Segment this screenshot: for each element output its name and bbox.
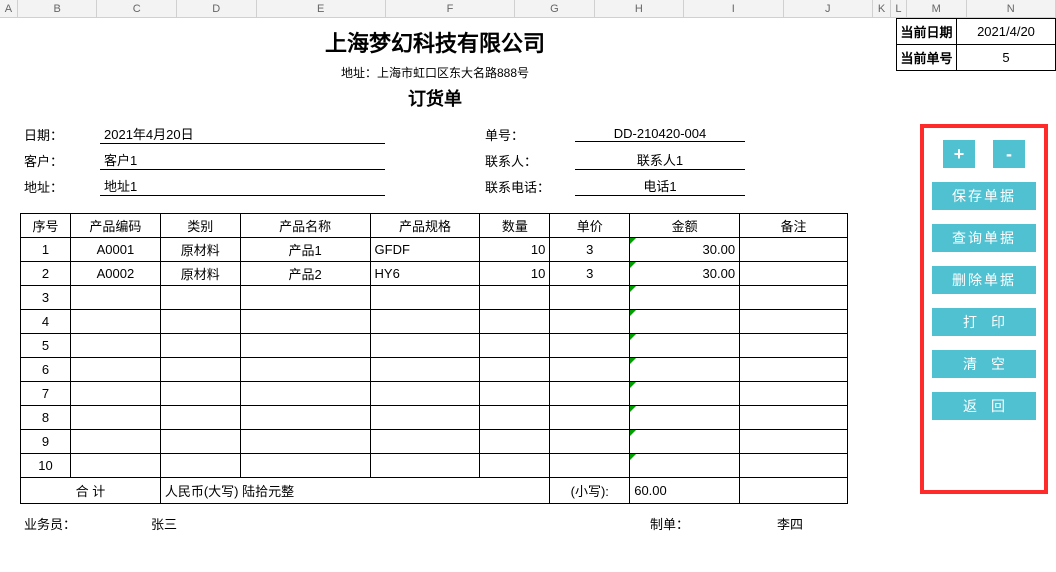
col-header: D <box>177 0 257 17</box>
side-info: 当前日期 2021/4/20 当前单号 5 <box>896 18 1056 71</box>
col-header: N <box>967 0 1056 17</box>
total-upper: 人民币(大写) 陆拾元整 <box>160 478 549 504</box>
button-panel: + - 保存单据 查询单据 删除单据 打印 清空 返回 <box>920 124 1048 494</box>
order-table[interactable]: 序号产品编码类别产品名称产品规格数量单价金额备注 1A0001原材料产品1GFD… <box>20 213 848 504</box>
table-header: 产品规格 <box>370 214 480 238</box>
col-header: B <box>18 0 98 17</box>
table-header: 产品名称 <box>240 214 370 238</box>
col-header: J <box>784 0 873 17</box>
col-header: G <box>515 0 595 17</box>
clear-button[interactable]: 清空 <box>932 350 1036 378</box>
col-header: C <box>97 0 177 17</box>
col-header: L <box>891 0 907 17</box>
date-label: 日期： <box>20 125 100 144</box>
print-button[interactable]: 打印 <box>932 308 1036 336</box>
col-header: M <box>907 0 967 17</box>
address-label: 地址： <box>20 177 100 196</box>
address-field[interactable]: 地址1 <box>100 176 385 196</box>
delete-button[interactable]: 删除单据 <box>932 266 1036 294</box>
customer-field[interactable]: 客户1 <box>100 150 385 170</box>
table-row[interactable]: 3 <box>21 286 848 310</box>
query-button[interactable]: 查询单据 <box>932 224 1036 252</box>
current-date-value: 2021/4/20 <box>957 19 1056 45</box>
table-row[interactable]: 7 <box>21 382 848 406</box>
docno-label: 单号： <box>485 125 575 144</box>
col-header: I <box>684 0 783 17</box>
maker-value[interactable]: 李四 <box>730 514 850 536</box>
back-button[interactable]: 返回 <box>932 392 1036 420</box>
column-ruler: A B C D E F G H I J K L M N <box>0 0 1056 18</box>
operator-value[interactable]: 张三 <box>104 514 224 536</box>
table-header: 产品编码 <box>70 214 160 238</box>
table-header: 类别 <box>160 214 240 238</box>
table-header: 数量 <box>480 214 550 238</box>
table-row[interactable]: 2A0002原材料产品2HY610330.00 <box>21 262 848 286</box>
phone-field[interactable]: 电话1 <box>575 176 745 196</box>
total-lower: 60.00 <box>630 478 740 504</box>
table-header: 备注 <box>740 214 848 238</box>
customer-label: 客户： <box>20 151 100 170</box>
docno-field[interactable]: DD-210420-004 <box>575 126 745 142</box>
contact-field[interactable]: 联系人1 <box>575 150 745 170</box>
date-field[interactable]: 2021年4月20日 <box>100 124 385 144</box>
table-row[interactable]: 8 <box>21 406 848 430</box>
current-no-value: 5 <box>957 45 1056 71</box>
company-title: 上海梦幻科技有限公司 <box>0 26 870 58</box>
table-row[interactable]: 4 <box>21 310 848 334</box>
table-header: 金额 <box>630 214 740 238</box>
col-header: K <box>873 0 891 17</box>
save-button[interactable]: 保存单据 <box>932 182 1036 210</box>
operator-label: 业务员： <box>24 514 104 536</box>
col-header: E <box>257 0 386 17</box>
col-header: A <box>0 0 18 17</box>
minus-button[interactable]: - <box>993 140 1025 168</box>
phone-label: 联系电话： <box>485 177 575 196</box>
maker-label: 制单： <box>650 514 730 536</box>
table-row[interactable]: 9 <box>21 430 848 454</box>
doc-title: 订货单 <box>0 85 870 111</box>
total-lower-label: (小写): <box>550 478 630 504</box>
table-row[interactable]: 10 <box>21 454 848 478</box>
company-address: 地址：上海市虹口区东大名路888号 <box>0 64 870 81</box>
col-header: F <box>386 0 515 17</box>
contact-label: 联系人： <box>485 151 575 170</box>
table-row[interactable]: 5 <box>21 334 848 358</box>
table-header: 序号 <box>21 214 71 238</box>
table-row[interactable]: 1A0001原材料产品1GFDF10330.00 <box>21 238 848 262</box>
table-row[interactable]: 6 <box>21 358 848 382</box>
current-date-label: 当前日期 <box>897 19 957 45</box>
col-header: H <box>595 0 684 17</box>
current-no-label: 当前单号 <box>897 45 957 71</box>
plus-button[interactable]: + <box>943 140 975 168</box>
table-header: 单价 <box>550 214 630 238</box>
total-label: 合 计 <box>21 478 161 504</box>
